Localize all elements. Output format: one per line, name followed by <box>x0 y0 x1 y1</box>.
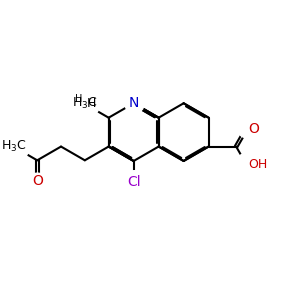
Text: O: O <box>248 122 259 136</box>
Text: N: N <box>128 96 139 110</box>
Text: $\mathregular{H_3C}$: $\mathregular{H_3C}$ <box>72 96 98 112</box>
Text: O: O <box>32 174 43 188</box>
Text: H: H <box>75 94 82 104</box>
Text: $\mathregular{H_3C}$: $\mathregular{H_3C}$ <box>1 139 26 154</box>
Text: OH: OH <box>248 158 267 171</box>
Text: Cl: Cl <box>127 175 140 189</box>
Text: H: H <box>87 98 96 110</box>
